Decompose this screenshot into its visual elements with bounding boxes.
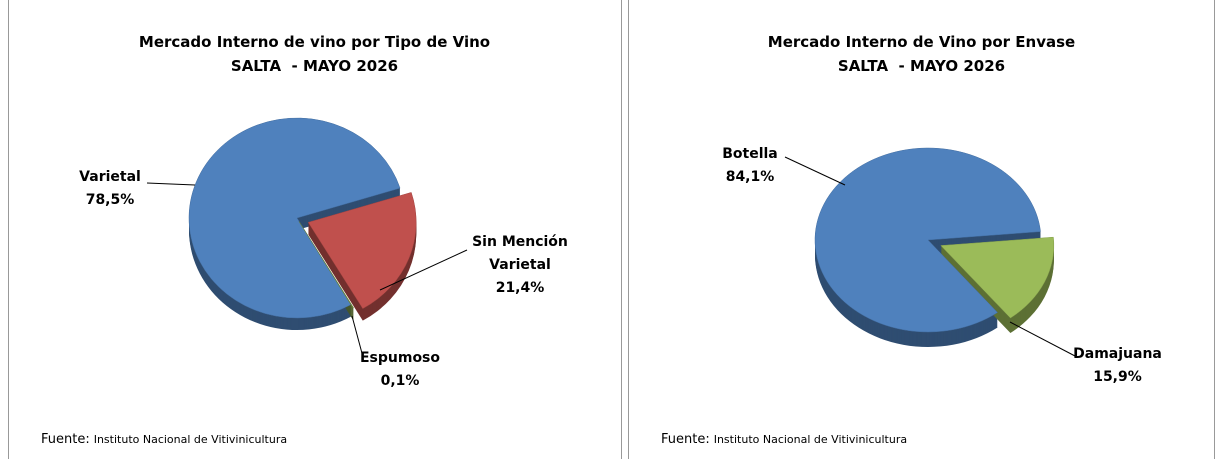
label-text: Damajuana [1073,346,1162,362]
slice-label: Espumoso 0,1% [355,347,445,393]
label-text: 21,4% [495,280,545,296]
leader-line [146,182,196,186]
leader-line [784,156,846,186]
slice [188,117,401,319]
panel-border [628,0,1215,459]
slice-label: Damajuana 15,9% [1070,343,1165,389]
slice [940,236,1055,319]
slice-label: Sin Mención Varietal 21,4% [470,231,570,300]
label-text: Sin Mención Varietal [472,234,568,273]
label-text: 15,9% [1093,369,1142,385]
chart-subtitle: SALTA - MAYO 2026 [837,57,1006,75]
label-text: Botella [722,146,778,162]
source-text: Fuente: [41,432,90,447]
leader-line [351,315,364,358]
chart-title: Mercado Interno de Vino por Envase [767,33,1076,51]
source-text: Instituto Nacional de Vitivinicultura [713,433,908,446]
label-text: Varietal [79,169,141,185]
leader-line [1009,321,1076,357]
label-text: 0,1% [380,373,420,389]
label-text: 84,1% [725,169,775,185]
chart-title: Mercado Interno de vino por Tipo de Vino [138,33,491,51]
leader-line [379,249,468,291]
slice-label: Botella 84,1% [705,143,795,189]
label-text: 78,5% [85,192,135,208]
slice-label: Varietal 78,5% [70,166,150,212]
source-text: Instituto Nacional de Vitivinicultura [93,433,288,446]
source-note: Fuente: Instituto Nacional de Vitivinicul… [41,432,287,447]
slice [307,192,417,309]
label-text: Espumoso [359,350,441,366]
panel-border [8,0,622,459]
source-note: Fuente: Instituto Nacional de Vitivinicul… [661,432,907,447]
chart-subtitle: SALTA - MAYO 2026 [230,57,399,75]
source-text: Fuente: [661,432,710,447]
slice [814,147,1041,333]
slice [298,221,354,309]
